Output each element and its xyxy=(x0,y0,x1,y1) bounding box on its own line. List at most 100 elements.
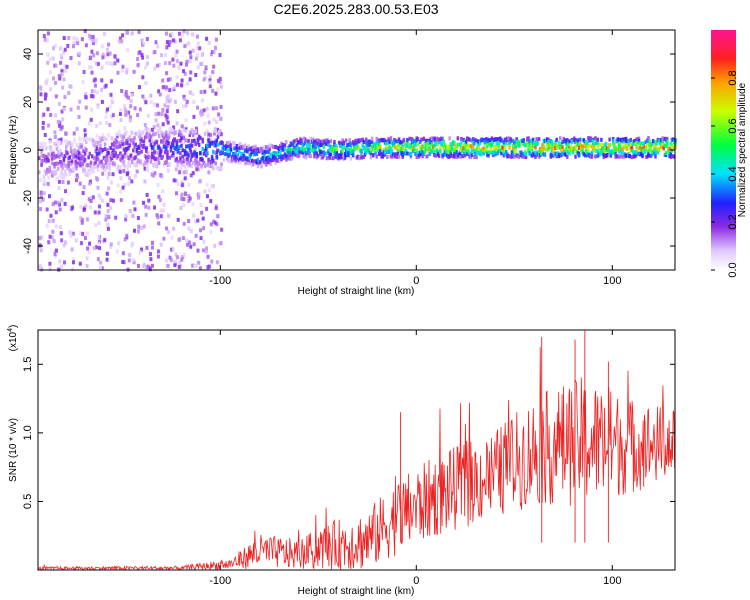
ridge-cell xyxy=(269,158,273,163)
ridge-cell xyxy=(123,154,127,159)
noise-cell xyxy=(74,238,78,243)
ridge-cell xyxy=(65,144,68,149)
noise-cell xyxy=(113,54,117,59)
ridge-cell xyxy=(92,167,95,172)
noise-cell xyxy=(177,65,181,70)
ridge-cell xyxy=(340,155,343,160)
ridge-cell xyxy=(279,144,282,149)
ridge-cell xyxy=(252,162,255,167)
ridge-cell xyxy=(95,133,99,138)
ridge-cell xyxy=(474,138,477,143)
ridge-cell xyxy=(464,139,468,144)
ridge-cell xyxy=(217,165,221,170)
y-tick-label: -20 xyxy=(22,190,34,206)
ridge-cell xyxy=(162,163,166,168)
ridge-cell xyxy=(628,153,631,158)
ridge-cell xyxy=(386,146,389,151)
ridge-cell xyxy=(122,147,126,152)
noise-cell xyxy=(97,239,101,244)
noise-cell xyxy=(166,105,170,110)
noise-cell xyxy=(45,207,49,212)
noise-cell xyxy=(106,202,110,207)
ridge-cell xyxy=(277,148,281,153)
ridge-cell xyxy=(224,146,228,151)
ridge-cell xyxy=(137,129,141,134)
ridge-cell xyxy=(165,130,168,135)
ridge-cell xyxy=(88,151,92,156)
noise-cell xyxy=(209,230,213,235)
noise-cell xyxy=(97,220,101,225)
ridge-cell xyxy=(633,139,636,144)
noise-cell xyxy=(166,94,170,99)
ridge-cell xyxy=(137,150,141,155)
ridge-cell xyxy=(68,171,72,176)
noise-cell xyxy=(206,163,210,168)
ridge-cell xyxy=(77,145,81,150)
noise-cell xyxy=(157,221,161,226)
ridge-cell xyxy=(81,162,85,167)
ridge-cell xyxy=(73,139,76,144)
noise-cell xyxy=(50,235,54,240)
ridge-cell xyxy=(308,143,311,148)
ridge-cell xyxy=(168,162,172,167)
noise-cell xyxy=(58,123,62,128)
ridge-cell xyxy=(226,143,229,148)
ridge-cell xyxy=(662,145,665,150)
ridge-cell xyxy=(123,132,127,137)
ridge-cell xyxy=(159,152,162,157)
noise-cell xyxy=(52,46,56,51)
noise-cell xyxy=(218,79,222,84)
ridge-cell xyxy=(616,137,620,142)
noise-cell xyxy=(167,213,171,218)
noise-cell xyxy=(150,139,154,144)
ridge-cell xyxy=(634,142,637,147)
ridge-cell xyxy=(600,142,603,147)
noise-cell xyxy=(150,263,154,268)
noise-cell xyxy=(82,159,86,164)
ridge-cell xyxy=(596,137,600,142)
ridge-cell xyxy=(59,174,62,179)
noise-cell xyxy=(216,214,220,219)
noise-cell xyxy=(95,51,99,56)
ridge-cell xyxy=(413,147,416,152)
noise-cell xyxy=(140,225,144,230)
ridge-cell xyxy=(409,152,413,157)
ridge-cell xyxy=(294,152,297,157)
ridge-cell xyxy=(268,143,271,148)
ridge-cell xyxy=(180,136,183,141)
ridge-cell xyxy=(69,145,73,150)
ridge-cell xyxy=(608,143,611,148)
noise-cell xyxy=(109,198,113,203)
ridge-cell xyxy=(103,142,107,147)
ridge-cell xyxy=(349,146,353,151)
noise-cell xyxy=(166,120,170,125)
noise-cell xyxy=(41,197,45,202)
ridge-cell xyxy=(611,138,615,143)
noise-cell xyxy=(124,214,128,219)
noise-cell xyxy=(150,240,154,245)
ridge-cell xyxy=(600,137,603,142)
noise-cell xyxy=(76,41,80,46)
ridge-cell xyxy=(39,142,42,147)
noise-cell xyxy=(182,29,186,34)
noise-cell xyxy=(194,219,198,224)
ridge-cell xyxy=(419,145,422,150)
noise-cell xyxy=(97,210,101,215)
ridge-cell xyxy=(469,144,473,149)
ridge-cell xyxy=(670,143,674,148)
ridge-cell xyxy=(526,141,529,146)
ridge-cell xyxy=(500,138,503,143)
ridge-cell xyxy=(59,148,62,153)
ridge-cell xyxy=(253,159,256,164)
ridge-cell xyxy=(644,147,648,152)
ridge-cell xyxy=(606,152,609,157)
noise-cell xyxy=(217,112,221,117)
noise-cell xyxy=(49,70,53,75)
ridge-cell xyxy=(388,139,391,144)
ridge-cell xyxy=(567,141,570,146)
ridge-cell xyxy=(375,136,379,141)
noise-cell xyxy=(187,226,191,231)
noise-cell xyxy=(85,217,89,222)
ridge-cell xyxy=(406,138,409,143)
noise-cell xyxy=(98,246,102,251)
